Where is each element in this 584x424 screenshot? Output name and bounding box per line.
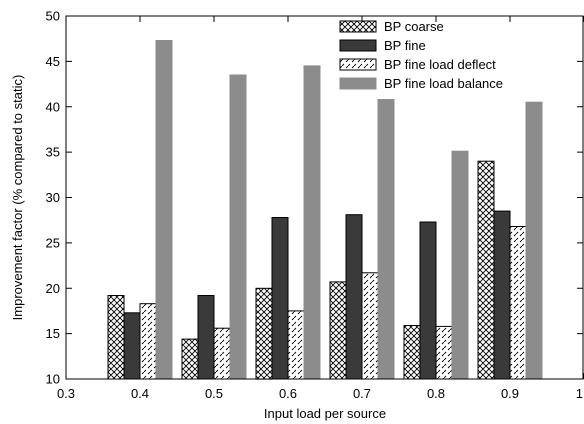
y-tick-label: 40 — [46, 99, 60, 114]
bar-bp-fine-08 — [419, 221, 437, 380]
x-tick-label: 0.8 — [427, 386, 445, 401]
x-tick-label: 0.7 — [353, 386, 371, 401]
bar-bp-fine-load-balance-05 — [229, 74, 247, 380]
bar-bp-coarse-05 — [181, 338, 199, 380]
y-tick-label: 20 — [46, 281, 60, 296]
y-tick-label: 30 — [46, 190, 60, 205]
y-tick-label: 45 — [46, 54, 60, 69]
bar-bp-fine-load-deflect-06 — [287, 310, 305, 380]
bar-bp-coarse-09 — [477, 160, 495, 380]
bar-bp-fine-load-deflect-05 — [213, 327, 231, 380]
bar-bp-coarse-07 — [329, 281, 347, 380]
bar-bp-fine-load-deflect-09 — [509, 226, 527, 380]
x-tick-label: 0.3 — [57, 386, 75, 401]
legend-label-bp-fine-load-balance: BP fine load balance — [384, 76, 503, 91]
bar-bp-fine-load-deflect-08 — [435, 325, 453, 380]
y-tick-label: 10 — [46, 372, 60, 387]
bar-bp-fine-05 — [197, 295, 215, 380]
y-tick-label: 15 — [46, 326, 60, 341]
bar-bp-fine-09 — [493, 210, 511, 380]
bar-bp-coarse-04 — [107, 295, 125, 380]
y-tick-label: 35 — [46, 145, 60, 160]
bar-bp-fine-load-balance-08 — [451, 150, 469, 380]
x-tick-label: 0.6 — [279, 386, 297, 401]
x-tick-label: 0.9 — [501, 386, 519, 401]
legend-label-bp-fine: BP fine — [384, 38, 426, 53]
legend-swatch-bp-fine-load-deflect — [339, 58, 377, 71]
bar-bp-fine-06 — [271, 217, 289, 380]
x-tick-label: 0.5 — [205, 386, 223, 401]
y-axis-label: Improvement factor (% compared to static… — [10, 75, 25, 321]
bar-bp-fine-07 — [345, 214, 363, 380]
bar-bp-fine-04 — [123, 312, 141, 380]
bar-bp-fine-load-deflect-04 — [139, 303, 157, 380]
bar-bp-fine-load-balance-04 — [155, 40, 173, 380]
y-tick-label: 50 — [46, 9, 60, 24]
bar-bp-fine-load-deflect-07 — [361, 272, 379, 380]
bar-bp-coarse-06 — [255, 287, 273, 380]
legend-label-bp-coarse: BP coarse — [384, 19, 444, 34]
bar-bp-fine-load-balance-07 — [377, 99, 395, 380]
bar-bp-coarse-08 — [403, 325, 421, 380]
y-tick-label: 25 — [46, 235, 60, 250]
x-tick-label: 0.4 — [131, 386, 149, 401]
legend-swatch-bp-coarse — [339, 20, 377, 33]
x-axis-label: Input load per source — [264, 406, 386, 421]
bar-bp-fine-load-balance-06 — [303, 65, 321, 380]
x-tick-label: 1 — [576, 386, 583, 401]
legend-swatch-bp-fine-load-balance — [339, 77, 377, 90]
bar-bp-fine-load-balance-09 — [525, 101, 543, 380]
legend-label-bp-fine-load-deflect: BP fine load deflect — [384, 57, 496, 72]
legend-swatch-bp-fine — [339, 39, 377, 52]
